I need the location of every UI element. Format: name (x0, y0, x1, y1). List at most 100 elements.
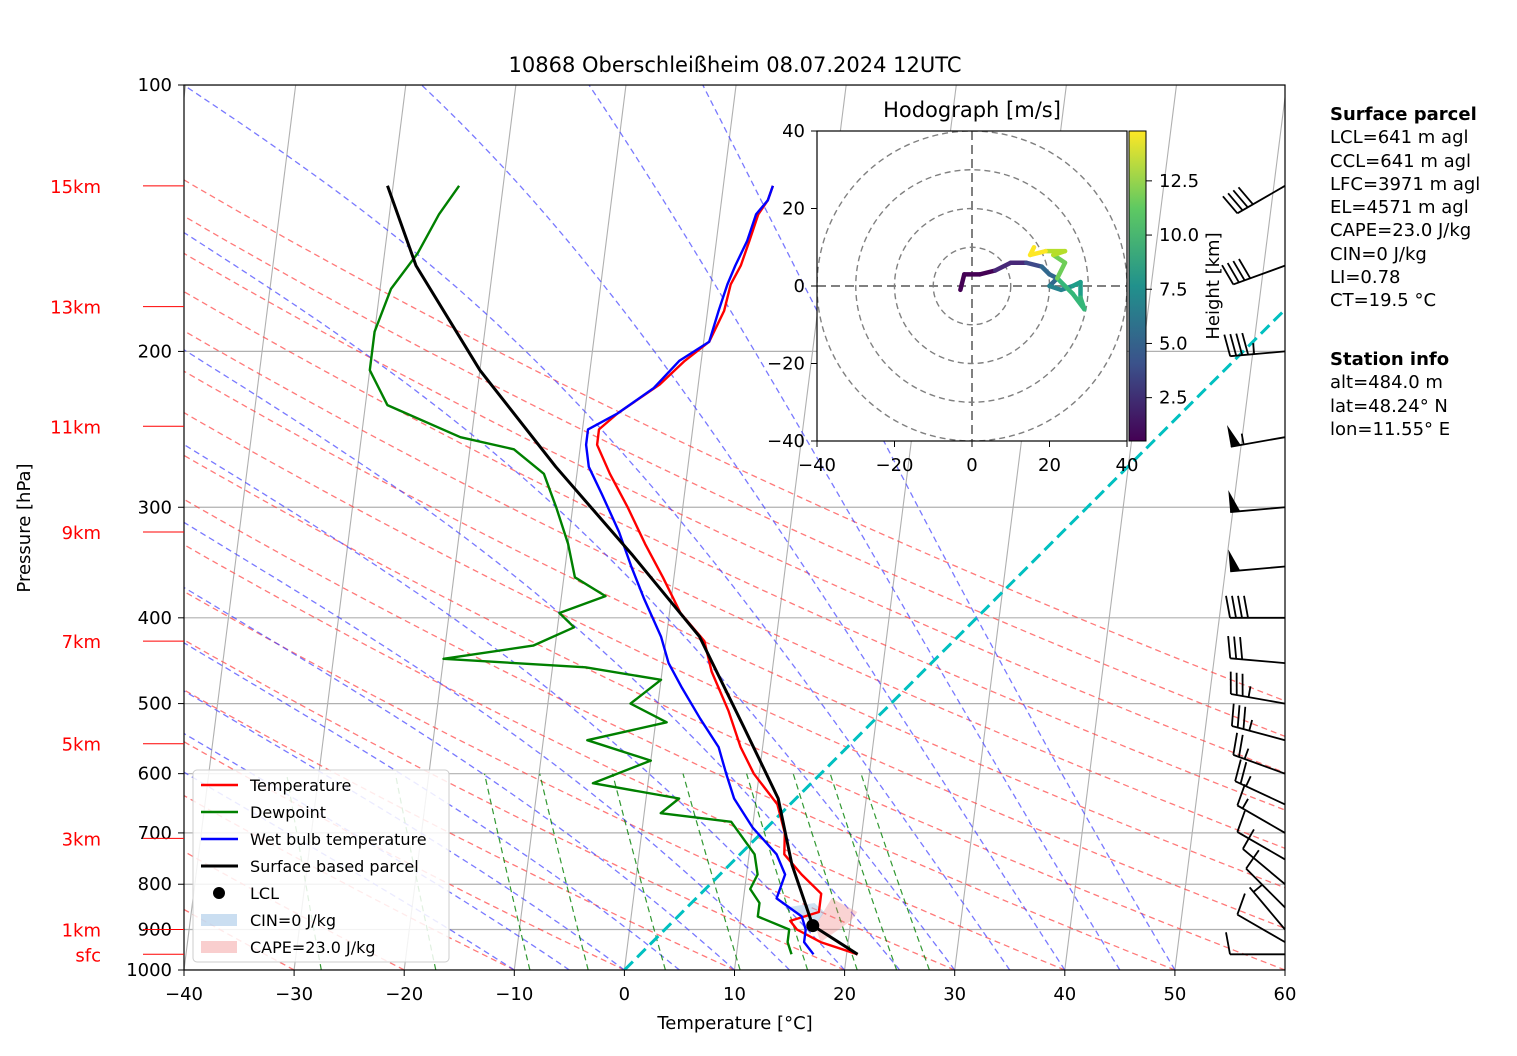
barb-half (1252, 343, 1256, 355)
hodograph-y-tick-label: 20 (782, 199, 805, 220)
colorbar-tick-label: 10.0 (1159, 225, 1199, 246)
legend-entry-label: CAPE=23.0 J/kg (250, 938, 376, 957)
barb-full (1232, 189, 1249, 208)
barb-full (1236, 810, 1246, 833)
barb-staff (1242, 848, 1286, 885)
station-info-panel: Station info alt=484.0 m lat=48.24° N lo… (1330, 348, 1450, 441)
wind-barb (1228, 490, 1286, 513)
barb-staff (1248, 886, 1286, 931)
y-tick-label: 200 (138, 341, 172, 362)
height-label: 15km (50, 177, 101, 198)
wind-barb (1229, 671, 1286, 705)
dry-adiabat (184, 741, 625, 970)
barb-full (1230, 703, 1235, 727)
barb-staff (1233, 264, 1286, 286)
barb-staff (1230, 436, 1286, 448)
cin-value: CIN=0 J/kg (1330, 243, 1427, 265)
x-tick-label: −40 (165, 984, 203, 1005)
lcl-value: LCL=641 m agl (1330, 127, 1469, 149)
height-label: 9km (62, 523, 101, 544)
dry-adiabat (184, 639, 845, 970)
dry-adiabat (184, 498, 1176, 970)
hodograph-y-tick-label: −40 (767, 431, 805, 452)
x-tick-label: −10 (495, 984, 533, 1005)
ct-value: CT=19.5 °C (1330, 290, 1437, 312)
legend-entry-label: Wet bulb temperature (250, 830, 427, 849)
y-tick-label: 1000 (126, 960, 172, 981)
wind-barb (1223, 332, 1286, 358)
colorbar-label: Height [km] (1203, 232, 1224, 339)
moist-adiabat (184, 732, 570, 970)
barb-pennant (1228, 549, 1241, 572)
barb-full (1227, 635, 1232, 659)
wind-barb (1227, 635, 1286, 664)
hodograph-x-tick-label: −20 (876, 455, 914, 476)
x-tick-label: 20 (833, 984, 856, 1005)
y-tick-label: 800 (138, 874, 172, 895)
barb-full (1225, 595, 1231, 618)
barb-full (1239, 761, 1248, 784)
hodograph-segment (1055, 276, 1075, 296)
y-axis-label: Pressure [hPa] (14, 463, 35, 592)
wind-barb (1234, 759, 1286, 806)
moist-adiabat (421, 85, 1066, 970)
dry-adiabat (184, 370, 1285, 889)
dry-adiabat (184, 543, 1066, 970)
wind-barbs (1221, 185, 1286, 956)
hodograph-segment (1055, 260, 1068, 281)
hodograph-x-tick-label: 0 (966, 455, 977, 476)
moist-adiabat (588, 85, 1121, 970)
barb-full (1237, 186, 1254, 205)
colorbar-tick-label: 2.5 (1159, 388, 1188, 409)
hodograph-x-tick-label: −40 (798, 455, 836, 476)
wind-barb (1236, 893, 1286, 943)
moist-adiabat (184, 231, 956, 970)
mixing-ratio-line (539, 773, 589, 970)
barb-staff (1234, 780, 1286, 806)
barb-full (1232, 732, 1238, 756)
barb-full (1236, 893, 1246, 915)
el-value: EL=4571 m agl (1330, 197, 1469, 219)
chart-title: 10868 Oberschleißheim 08.07.2024 12UTC (509, 53, 962, 77)
hodograph-y-tick-label: 0 (794, 276, 805, 297)
height-label: 1km (62, 921, 101, 942)
barb-full (1222, 195, 1239, 214)
x-tick-label: 50 (1163, 984, 1186, 1005)
dry-adiabat (184, 179, 1285, 702)
legend-entry-label: Dewpoint (250, 803, 326, 822)
mixing-ratio-line (829, 773, 898, 970)
station-alt: alt=484.0 m (1330, 372, 1443, 394)
barb-staff (1230, 506, 1286, 513)
hodograph-y-tick-label: −20 (767, 354, 805, 375)
barb-half (1241, 798, 1249, 809)
legend-swatch (201, 914, 237, 926)
barb-full (1237, 595, 1243, 618)
legend-entry-label: LCL (250, 884, 279, 903)
dry-adiabat (184, 252, 1285, 774)
barb-half (1243, 748, 1250, 760)
barb-full (1225, 932, 1231, 955)
barb-full (1229, 333, 1238, 356)
mixing-ratio-line (860, 773, 930, 970)
barb-staff (1236, 913, 1286, 943)
barb-full (1233, 636, 1238, 659)
barb-full (1232, 260, 1246, 281)
y-tick-label: 300 (138, 497, 172, 518)
legend-entry-label: Surface based parcel (250, 857, 419, 876)
isotherm-gridline (1174, 93, 1285, 970)
moist-adiabat (184, 642, 680, 970)
barb-full (1235, 333, 1244, 356)
hodograph-title: Hodograph [m/s] (883, 98, 1061, 122)
mixing-ratio-line (611, 773, 666, 970)
wind-barb (1221, 258, 1286, 286)
height-label: 3km (62, 829, 101, 850)
y-tick-label: 500 (138, 694, 172, 715)
barb-staff (1236, 831, 1286, 861)
barb-staff (1230, 657, 1286, 664)
height-label: sfc (75, 945, 101, 966)
barb-full (1239, 636, 1244, 660)
wind-barb (1236, 810, 1286, 861)
hodograph-colorbar (1128, 130, 1147, 442)
mixing-ratio-line (682, 773, 741, 970)
wind-barb (1242, 829, 1286, 885)
